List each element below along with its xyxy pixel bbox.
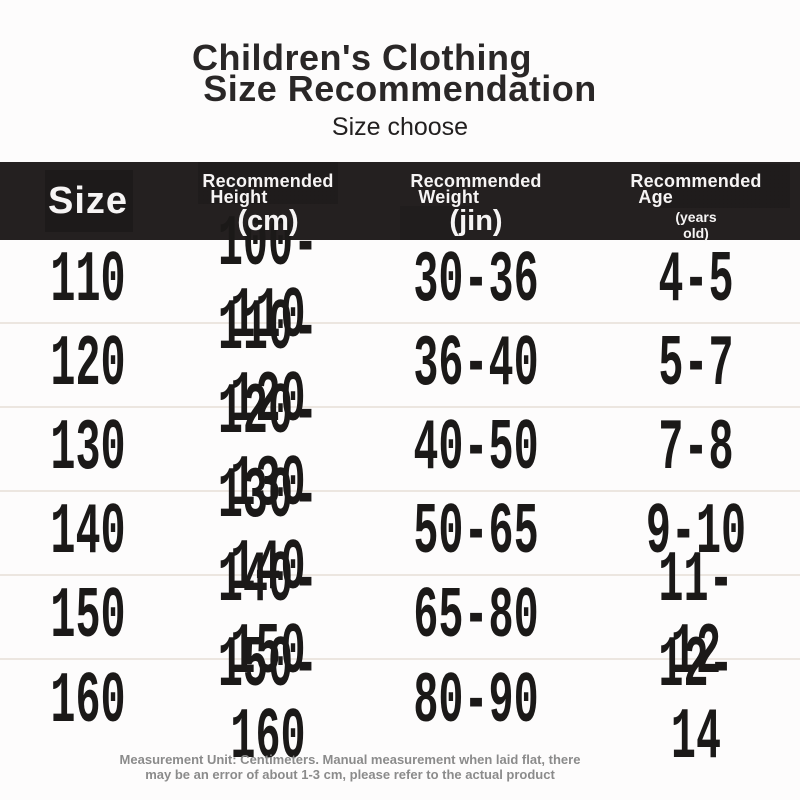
weight-cell: 40-50: [413, 408, 539, 490]
table-row-size-130: 130 120-130 40-50 7-8: [0, 377, 800, 521]
age-cell: 12-14: [658, 625, 734, 779]
size-cell: 150: [50, 576, 126, 658]
age-cell: 7-8: [658, 408, 734, 490]
column-header-height-line2: Height: [210, 187, 268, 207]
column-header-age-unit: (years old): [675, 209, 717, 241]
table-row-size-140: 140 130-140 50-65 9-10: [0, 461, 800, 605]
size-cell: 160: [50, 661, 126, 743]
page-subtitle: Size choose: [331, 113, 469, 141]
table-row-size-120: 120 110-120 36-40 5-7: [0, 293, 800, 437]
size-cell: 130: [50, 408, 126, 490]
height-cell: 100-110: [217, 204, 319, 358]
column-header-age-line2: Age: [638, 187, 673, 207]
height-cell: 140-150: [217, 540, 319, 694]
column-header-age-line1: Recommended: [630, 171, 762, 191]
height-cell: 150-160: [217, 625, 319, 779]
page-title: Children's Clothing Size Recommendation: [0, 37, 800, 109]
title-block: Children's Clothing Size Recommendation …: [0, 0, 800, 142]
page-title-line1: Children's Clothing: [191, 37, 533, 78]
weight-cell: 50-65: [413, 492, 539, 574]
table-row-size-110: 110 100-110 30-36 4-5: [0, 209, 800, 353]
column-header-weight: Recommended Weight (jin): [360, 162, 592, 240]
age-cell: 11-12: [658, 540, 734, 694]
age-cell: 9-10: [645, 492, 747, 574]
size-cell: 140: [50, 492, 126, 574]
weight-cell: 80-90: [413, 661, 539, 743]
column-header-weight-line2: Weight: [418, 187, 480, 207]
column-header-height-line1: Recommended: [202, 171, 334, 191]
page-title-line2: Size Recommendation: [203, 68, 597, 109]
column-header-weight-label: Recommended Weight: [410, 171, 542, 207]
table-header-row: Size Recommended Height (cm) Recommended…: [0, 162, 800, 241]
weight-cell: 36-40: [413, 324, 539, 406]
weight-cell: 30-36: [413, 240, 539, 322]
column-header-age: Recommended Age (years old): [592, 162, 800, 241]
height-cell: 110-120: [217, 288, 319, 442]
column-header-age-label: Recommended Age: [630, 171, 762, 207]
height-cell: 130-140: [217, 456, 319, 610]
column-header-height-unit: (cm): [237, 205, 299, 237]
age-cell: 4-5: [658, 240, 734, 322]
age-cell: 5-7: [658, 324, 734, 406]
weight-cell: 65-80: [413, 576, 539, 658]
column-header-height-label: Recommended Height: [202, 171, 334, 207]
table-row-size-150: 150 140-150 65-80 11-12: [0, 545, 800, 689]
table-body: 110 100-110 30-36 4-5 120 110-120 36-40 …: [0, 209, 800, 774]
column-header-weight-line1: Recommended: [410, 171, 542, 191]
size-cell: 120: [50, 324, 126, 406]
size-table: Size Recommended Height (cm) Recommended…: [0, 162, 800, 774]
column-header-weight-unit: (jin): [449, 205, 503, 237]
table-row-size-160: 160 150-160 80-90 12-14: [0, 630, 800, 774]
size-cell: 110: [50, 240, 126, 322]
column-header-size: Size: [47, 179, 129, 222]
measurement-note: Measurement Unit: Centimeters. Manual me…: [119, 752, 581, 782]
height-cell: 120-130: [217, 372, 319, 526]
column-header-height: Recommended Height (cm): [176, 162, 360, 240]
